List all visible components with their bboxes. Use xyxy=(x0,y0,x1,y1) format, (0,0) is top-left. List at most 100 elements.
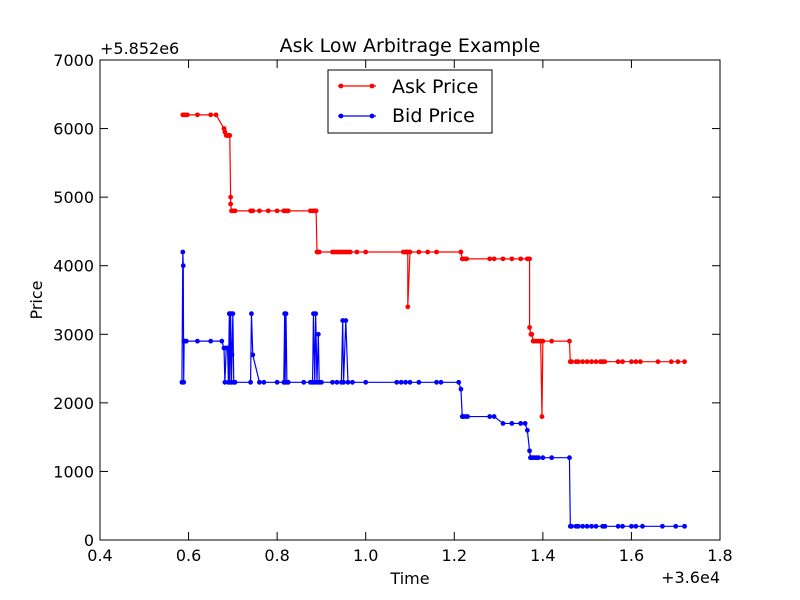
data-point-bid-price xyxy=(330,379,335,385)
data-point-bid-price xyxy=(602,523,608,529)
data-point-ask-price xyxy=(363,249,369,255)
data-point-bid-price xyxy=(575,523,581,529)
plot-background xyxy=(100,60,720,540)
data-point-ask-price xyxy=(668,359,674,365)
data-point-bid-price xyxy=(456,379,462,385)
y-tick-label: 5000 xyxy=(53,188,94,207)
data-point-ask-price xyxy=(509,256,515,262)
y-axis-label: Price xyxy=(27,280,46,319)
data-point-bid-price xyxy=(301,379,307,385)
x-tick-label: 0.6 xyxy=(176,546,201,565)
data-point-ask-price xyxy=(675,359,681,365)
data-point-ask-price xyxy=(407,249,413,255)
data-point-ask-price xyxy=(232,208,238,214)
data-point-bid-price xyxy=(458,386,464,392)
data-point-bid-price xyxy=(334,379,340,385)
data-point-bid-price xyxy=(584,523,590,529)
y-tick-label: 2000 xyxy=(53,394,94,413)
data-point-ask-price xyxy=(549,338,555,344)
data-point-bid-price xyxy=(434,379,439,385)
data-point-bid-price xyxy=(363,379,369,385)
data-point-bid-price xyxy=(398,379,404,385)
data-point-bid-price xyxy=(319,379,324,385)
data-point-bid-price xyxy=(660,523,665,529)
data-point-ask-price xyxy=(539,414,545,419)
y-tick-label: 6000 xyxy=(53,120,94,139)
data-point-bid-price xyxy=(491,414,497,419)
data-point-bid-price xyxy=(673,523,679,529)
data-point-ask-price xyxy=(620,359,625,365)
data-point-ask-price xyxy=(250,208,256,214)
data-point-bid-price xyxy=(180,249,186,255)
data-point-bid-price xyxy=(230,311,236,317)
x-tick-label: 1.4 xyxy=(530,546,555,565)
data-point-ask-price xyxy=(354,249,360,255)
data-point-ask-price xyxy=(518,256,524,262)
data-point-bid-price xyxy=(524,427,530,433)
data-point-bid-price xyxy=(219,338,225,344)
data-point-bid-price xyxy=(225,345,230,351)
data-point-ask-price xyxy=(491,256,497,262)
data-point-bid-price xyxy=(682,523,687,529)
data-point-bid-price xyxy=(222,379,228,385)
x-tick-label: 1.2 xyxy=(442,546,467,565)
data-point-bid-price xyxy=(569,523,575,529)
data-point-bid-price xyxy=(341,379,346,385)
data-point-bid-price xyxy=(593,523,599,529)
data-point-ask-price xyxy=(487,256,493,262)
data-point-bid-price xyxy=(180,263,186,269)
data-point-ask-price xyxy=(529,331,535,337)
data-point-bid-price xyxy=(350,379,355,385)
legend-marker-bid xyxy=(369,113,375,119)
data-point-bid-price xyxy=(283,311,289,317)
data-point-bid-price xyxy=(465,414,470,419)
legend: Ask Price Bid Price xyxy=(327,69,493,134)
data-point-ask-price xyxy=(285,208,291,214)
legend-box xyxy=(327,69,493,134)
data-point-bid-price xyxy=(580,523,586,529)
x-tick-label: 1.6 xyxy=(619,546,644,565)
data-point-ask-price xyxy=(567,338,572,344)
data-point-ask-price xyxy=(569,359,575,365)
data-point-ask-price xyxy=(434,249,439,255)
data-point-ask-price xyxy=(257,208,262,214)
x-tick-label: 1.8 xyxy=(707,546,732,565)
data-point-bid-price xyxy=(248,379,253,385)
data-point-bid-price xyxy=(629,523,634,529)
data-point-ask-price xyxy=(313,208,319,214)
data-point-ask-price xyxy=(195,112,200,118)
data-point-ask-price xyxy=(527,256,532,262)
data-point-ask-price xyxy=(227,133,233,138)
data-point-bid-price xyxy=(540,455,546,461)
x-axis-label: Time xyxy=(389,569,429,588)
data-point-ask-price xyxy=(425,249,431,255)
data-point-ask-price xyxy=(228,201,234,207)
legend-marker-ask xyxy=(338,83,344,89)
legend-label-bid: Bid Price xyxy=(392,105,475,127)
data-point-ask-price xyxy=(347,249,353,255)
data-point-ask-price xyxy=(500,256,506,262)
data-point-bid-price xyxy=(416,379,422,385)
data-point-bid-price xyxy=(183,338,189,344)
x-tick-label: 1.0 xyxy=(353,546,378,565)
data-point-bid-price xyxy=(407,379,413,385)
data-point-ask-price xyxy=(584,359,590,365)
x-offset-label: +3.6e4 xyxy=(661,568,720,587)
data-point-ask-price xyxy=(575,359,581,365)
data-point-bid-price xyxy=(232,379,238,385)
data-point-bid-price xyxy=(249,311,254,317)
x-tick-label: 0.8 xyxy=(264,546,289,565)
legend-marker-ask xyxy=(369,83,375,89)
data-point-bid-price xyxy=(285,379,291,385)
data-point-bid-price xyxy=(403,379,408,385)
y-tick-label: 7000 xyxy=(53,51,94,70)
data-point-ask-price xyxy=(274,208,280,214)
y-tick-label: 4000 xyxy=(53,257,94,276)
data-point-bid-price xyxy=(487,414,493,419)
data-point-ask-price xyxy=(655,359,661,365)
data-point-ask-price xyxy=(405,304,411,310)
data-point-bid-price xyxy=(250,352,256,358)
data-point-ask-price xyxy=(464,256,470,262)
y-ticks: 0 1000 2000 3000 4000 5000 6000 7000 xyxy=(53,51,720,550)
y-tick-label: 0 xyxy=(84,531,94,550)
